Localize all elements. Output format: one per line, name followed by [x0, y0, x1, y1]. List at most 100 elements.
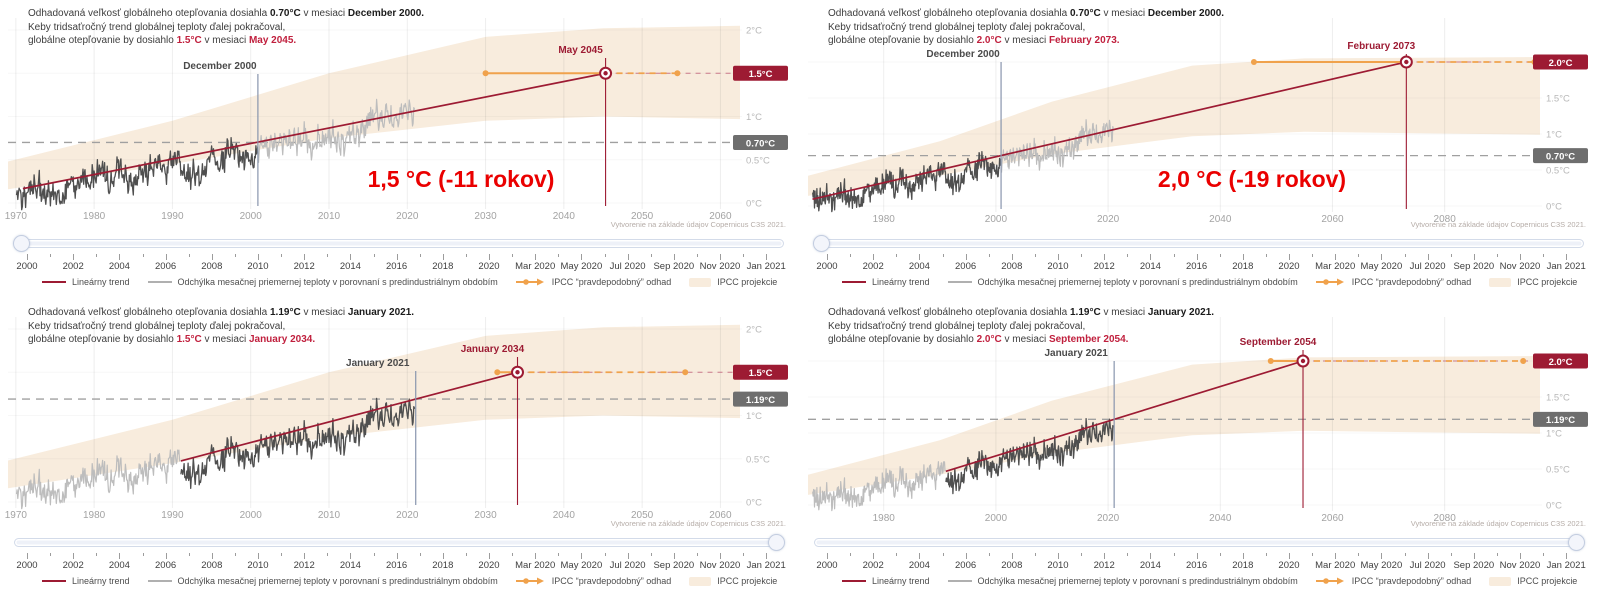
slider-tick-label: 2016	[1186, 261, 1208, 272]
slider-tick	[165, 553, 167, 559]
time-slider-handle[interactable]	[813, 235, 830, 252]
slider-tick-label: 2002	[862, 560, 884, 571]
warming-chart: 2°C 1.5°C 1°C 0.5°C 0°C 1.19°C 1.5°C 1970 1980 19…	[5, 317, 788, 521]
time-slider-track[interactable]	[813, 235, 1584, 252]
x-axis-label: 2020	[1097, 214, 1120, 225]
slider-tick-label: Mar 2020	[1315, 261, 1356, 272]
slider-tick	[442, 254, 444, 260]
header-line-2: Keby tridsaťročný trend globálnej teplot…	[28, 320, 414, 334]
panel-header: Odhadovaná veľkosť globálneho otepľovani…	[28, 306, 414, 347]
y-axis-label: 0.5°C	[746, 454, 770, 465]
slider-tick	[258, 254, 259, 260]
slider-tick-label: 2006	[955, 261, 977, 272]
time-slider-handle[interactable]	[13, 235, 30, 252]
slider-tick	[1081, 254, 1083, 257]
slider-tick	[627, 553, 629, 559]
ipcc-range-end-dot	[1520, 358, 1527, 364]
slider-tick	[965, 254, 967, 260]
y-axis-label: 2°C	[746, 26, 762, 37]
legend-label: Lineárny trend	[872, 277, 930, 287]
legend-arrow-swatch-icon	[1315, 577, 1344, 585]
slider-tick	[258, 553, 259, 559]
slider-tick-label: 2020	[1278, 560, 1300, 571]
slider-tick-label: Jan 2021	[746, 261, 786, 272]
header-line-2: Keby tridsaťročný trend globálnej teplot…	[28, 21, 424, 35]
slider-tick-label: Sep 2020	[653, 261, 695, 272]
slider-tick	[1473, 254, 1475, 260]
slider-tick-label: Sep 2020	[1453, 261, 1495, 272]
slider-tick	[1242, 254, 1244, 260]
slider-tick	[1358, 254, 1360, 257]
slider-tick-label: Jan 2021	[746, 560, 786, 571]
slider-tick-label: 2008	[1001, 261, 1023, 272]
temperature-anomaly-line-light	[1000, 119, 1114, 173]
current-month-label: December 2000	[926, 49, 1000, 60]
legend-label: Lineárny trend	[72, 277, 130, 287]
slider-tick-label: 2018	[1232, 261, 1254, 272]
target-value-badge-text: 1.5°C	[749, 368, 773, 379]
legend-item: Odchýlka mesačnej priemernej teploty v p…	[947, 576, 1298, 586]
ipcc-projection-band	[8, 324, 740, 489]
header-line-1: Odhadovaná veľkosť globálneho otepľovani…	[828, 306, 1214, 320]
time-slider-handle[interactable]	[768, 534, 785, 551]
slider-tick	[1219, 254, 1221, 257]
header-line3-prefix: globálne otepľovanie by dosiahlo	[828, 35, 977, 46]
legend-box-swatch-icon	[689, 576, 712, 586]
slider-tick	[535, 553, 537, 559]
linear-trend-line	[812, 61, 1407, 200]
time-slider-track[interactable]	[814, 534, 1585, 551]
arrow-dot	[522, 279, 529, 285]
current-value-badge	[1533, 411, 1588, 427]
legend-item: Lineárny trend	[842, 277, 930, 287]
x-axis-label: 1990	[161, 211, 184, 222]
header-line2-text: Keby tridsaťročný trend globálnej teplot…	[28, 320, 286, 332]
target-value-badge	[733, 65, 788, 81]
slider-tick	[373, 254, 375, 257]
slider-tick	[119, 254, 121, 260]
legend-label: IPCC “pravdepodobný” odhad	[551, 277, 672, 287]
x-axis-label: 2040	[1209, 513, 1232, 524]
slider-tick-label: Jul 2020	[1409, 560, 1446, 571]
current-value-badge-text: 0.70°C	[1546, 151, 1575, 162]
slider-tick-label: Nov 2020	[1499, 560, 1541, 571]
time-slider-track[interactable]	[13, 235, 784, 252]
ipcc-projection-band	[808, 57, 1540, 196]
target-month-label: February 2073	[1347, 41, 1415, 52]
legend-line-swatch-icon	[147, 281, 172, 283]
chart-legend: Lineárny trend Odchýlka mesačnej priemern…	[842, 576, 1577, 586]
slider-tick-label: 2002	[62, 261, 84, 272]
header-line2-text: Keby tridsaťročný trend globálnej teplot…	[828, 21, 1086, 33]
slider-tick-label: 2012	[293, 261, 315, 272]
slider-tick-label: Mar 2020	[515, 560, 556, 571]
slider-tick-label: Jul 2020	[609, 261, 646, 272]
slider-tick	[396, 553, 398, 559]
slider-tick	[1058, 553, 1059, 559]
legend-label: IPCC projekcie	[717, 277, 778, 287]
slider-tick	[350, 553, 352, 559]
current-value-badge	[733, 134, 788, 150]
warming-overlay-text: 2,0 °C (-19 rokov)	[1157, 166, 1347, 192]
arrow-dot	[522, 578, 529, 584]
legend-label: Odchýlka mesačnej priemernej teploty v p…	[177, 277, 498, 287]
target-value-badge	[1533, 353, 1588, 369]
slider-tick	[465, 254, 467, 257]
time-slider-track[interactable]	[14, 534, 785, 551]
slider-tick-label: 2006	[155, 560, 177, 571]
slider-tick-label: 2004	[908, 560, 930, 571]
legend-line-swatch-icon	[842, 281, 866, 283]
arrow-head	[1336, 577, 1344, 585]
slider-tick	[1496, 553, 1498, 556]
target-month-text: January 2034.	[248, 334, 316, 345]
slider-tick	[304, 553, 306, 559]
time-slider-handle[interactable]	[1568, 534, 1585, 551]
slider-tick	[604, 553, 606, 556]
slider-tick	[27, 553, 28, 559]
slider-tick	[1150, 254, 1152, 260]
header-line1-prefix: Odhadovaná veľkosť globálneho otepľovani…	[28, 8, 270, 19]
slider-tick	[988, 254, 990, 257]
legend-label: Lineárny trend	[872, 576, 930, 586]
slider-tick	[119, 553, 121, 559]
slider-tick-label: 2020	[478, 560, 500, 571]
slider-tick	[1265, 254, 1267, 257]
slider-tick-label: Nov 2020	[699, 560, 741, 571]
